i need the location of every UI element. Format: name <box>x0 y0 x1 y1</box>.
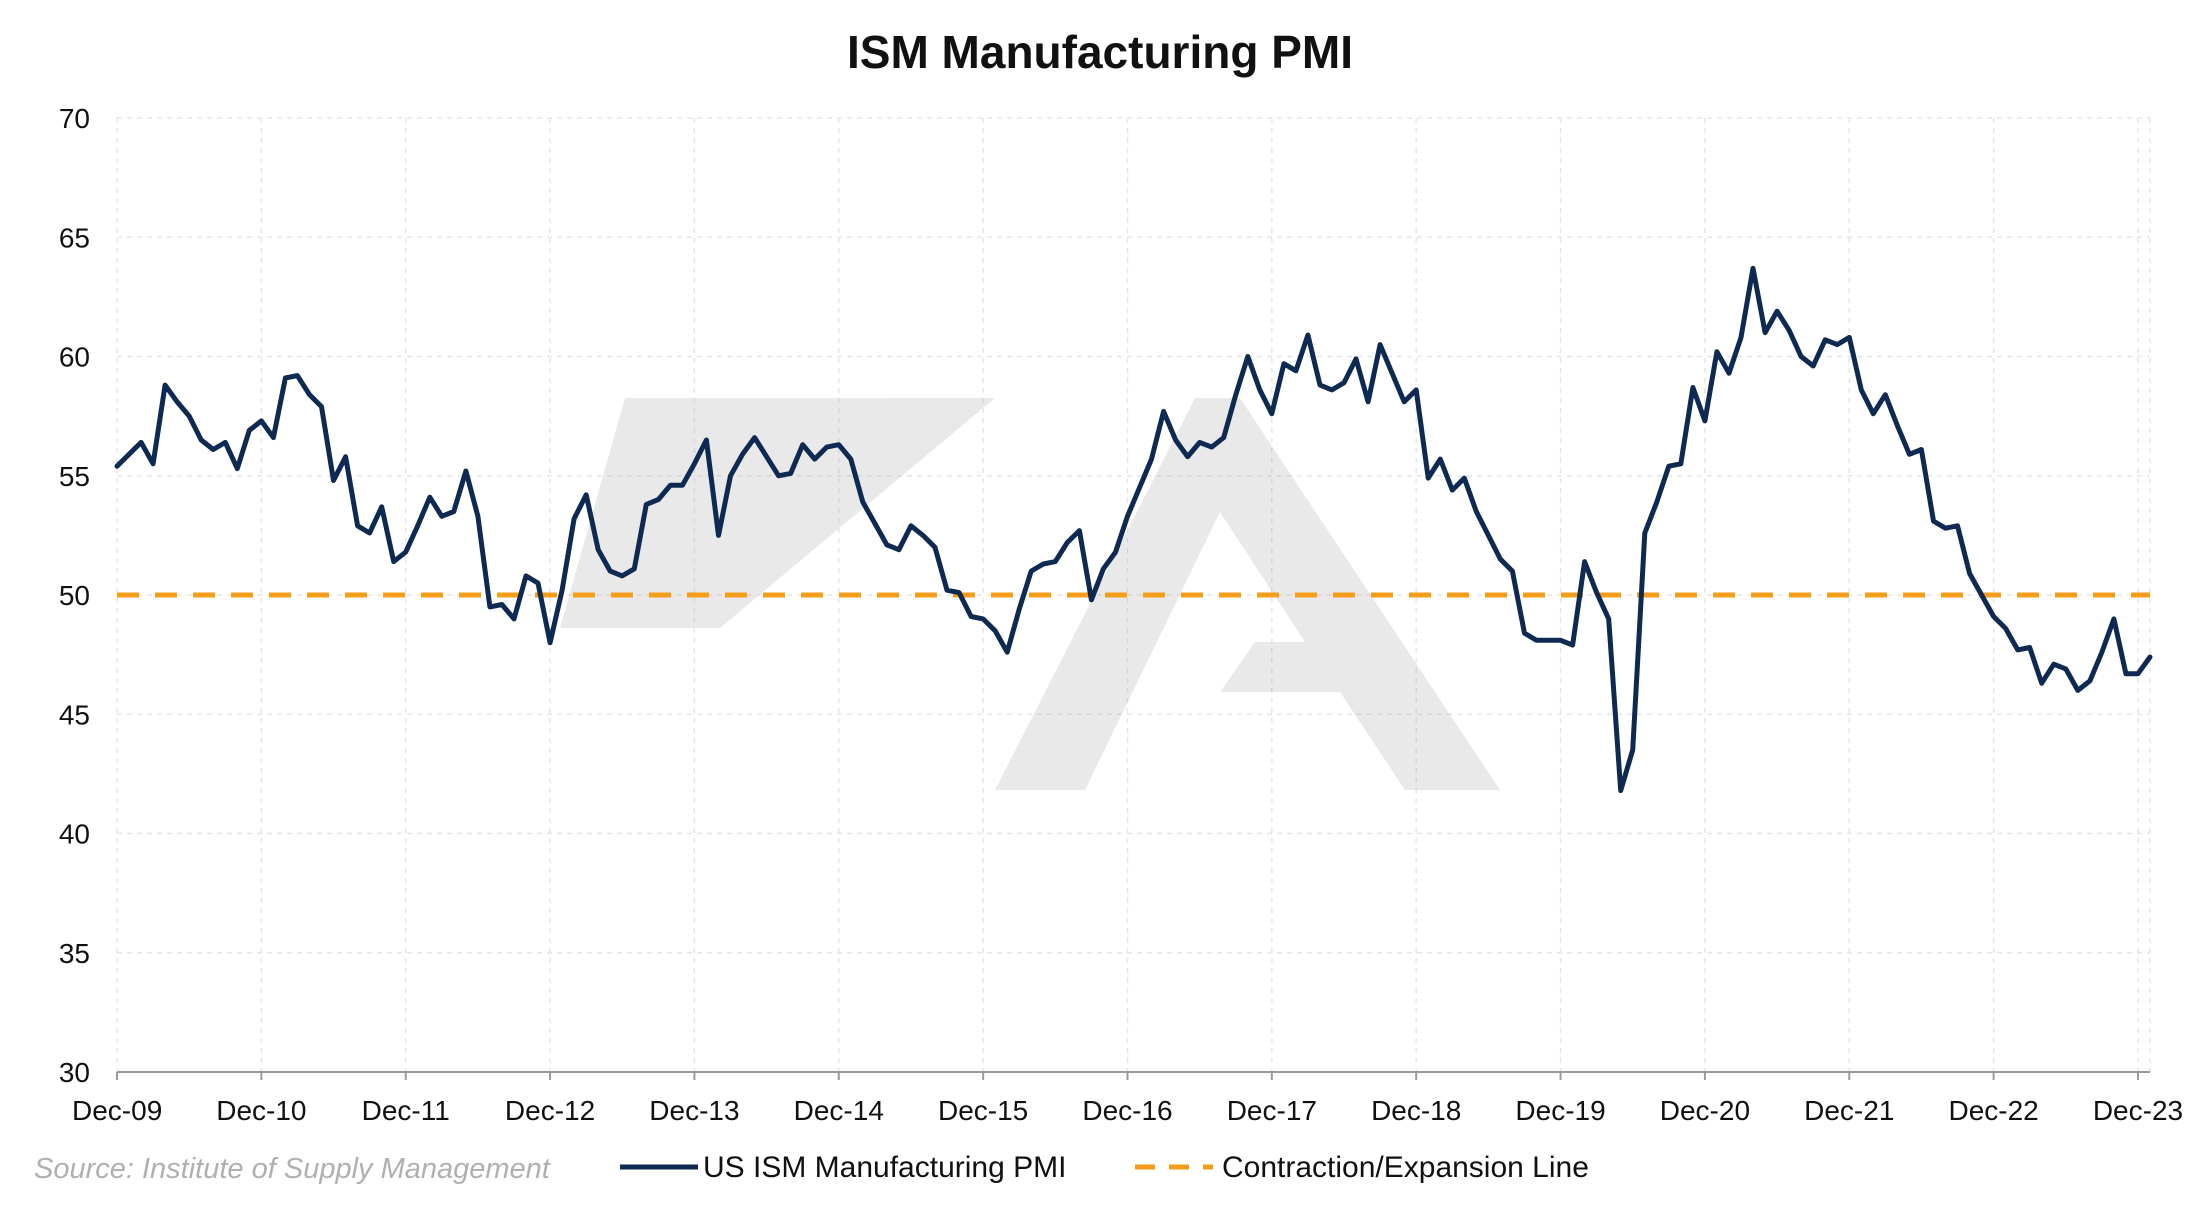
legend-label-threshold: Contraction/Expansion Line <box>1222 1151 1589 1184</box>
y-tick-label: 35 <box>59 938 90 969</box>
y-tick-label: 65 <box>59 222 90 253</box>
legend-label-pmi: US ISM Manufacturing PMI <box>703 1151 1066 1184</box>
y-tick-label: 45 <box>59 699 90 730</box>
legend: US ISM Manufacturing PMI Contraction/Exp… <box>620 1151 1589 1184</box>
x-tick-label: Dec-22 <box>1948 1095 2038 1126</box>
y-axis-ticks: 30 35 40 45 50 55 60 65 70 <box>59 103 90 1088</box>
y-tick-label: 40 <box>59 819 90 850</box>
x-tick-label: Dec-17 <box>1227 1095 1317 1126</box>
series-layer <box>114 265 2153 794</box>
x-tick-label: Dec-10 <box>216 1095 306 1126</box>
x-tick-label: Dec-15 <box>938 1095 1028 1126</box>
chart-title: ISM Manufacturing PMI <box>847 26 1353 78</box>
y-tick-label: 50 <box>59 580 90 611</box>
x-axis-ticks: Dec-09 Dec-10 Dec-11 Dec-12 Dec-13 Dec-14 Dec-… <box>72 1072 2183 1126</box>
x-tick-label: Dec-23 <box>2093 1095 2183 1126</box>
series-line-ism-pmi <box>114 265 2153 794</box>
x-tick-label: Dec-13 <box>649 1095 739 1126</box>
watermark-logo <box>560 398 1500 790</box>
x-tick-label: Dec-11 <box>362 1095 450 1126</box>
x-tick-label: Dec-19 <box>1515 1095 1605 1126</box>
x-tick-label: Dec-16 <box>1082 1095 1172 1126</box>
source-note: Source: Institute of Supply Management <box>34 1153 552 1185</box>
y-tick-label: 55 <box>59 461 90 492</box>
x-tick-label: Dec-14 <box>794 1095 884 1126</box>
gridlines <box>116 117 2151 1072</box>
y-tick-label: 60 <box>59 342 90 373</box>
x-tick-label: Dec-21 <box>1804 1095 1894 1126</box>
x-tick-label: Dec-12 <box>505 1095 595 1126</box>
x-tick-label: Dec-09 <box>72 1095 162 1126</box>
y-tick-label: 30 <box>59 1057 90 1088</box>
x-tick-label: Dec-20 <box>1660 1095 1750 1126</box>
x-tick-label: Dec-18 <box>1371 1095 1461 1126</box>
y-tick-label: 70 <box>59 103 90 134</box>
